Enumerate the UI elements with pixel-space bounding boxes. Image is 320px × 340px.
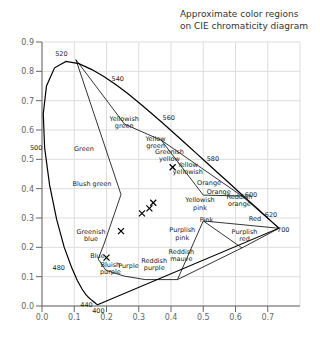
svg-text:Yellowishpink: Yellowishpink bbox=[184, 196, 214, 212]
svg-text:0.5: 0.5 bbox=[21, 155, 34, 164]
svg-text:0.1: 0.1 bbox=[21, 273, 34, 282]
html-text:on CIE chromaticity diagram: on CIE chromaticity diagram bbox=[179, 21, 308, 31]
svg-text:560: 560 bbox=[163, 114, 175, 122]
svg-text:0.6: 0.6 bbox=[21, 126, 34, 135]
html-text:Approximate color regions: Approximate color regions bbox=[179, 9, 299, 19]
svg-text:0.7: 0.7 bbox=[261, 313, 274, 322]
svg-text:540: 540 bbox=[112, 75, 124, 83]
svg-text:Reddishorange: Reddishorange bbox=[226, 193, 252, 209]
svg-text:Orange: Orange bbox=[197, 179, 221, 187]
html-text:yellow: yellow bbox=[159, 155, 180, 164]
svg-text:520: 520 bbox=[55, 50, 67, 58]
svg-text:0.7: 0.7 bbox=[21, 97, 34, 106]
html-text:purple: purple bbox=[99, 268, 121, 277]
svg-text:400: 400 bbox=[92, 307, 105, 316]
svg-text:480: 480 bbox=[53, 264, 65, 272]
svg-text:Greenishblue: Greenishblue bbox=[77, 228, 106, 244]
svg-text:Purplishred: Purplishred bbox=[232, 228, 258, 244]
svg-text:Red: Red bbox=[249, 215, 261, 223]
svg-text:0.0: 0.0 bbox=[21, 302, 34, 311]
svg-text:620: 620 bbox=[265, 211, 277, 219]
svg-text:Yellowyellowish: Yellowyellowish bbox=[173, 161, 203, 177]
svg-text:0.2: 0.2 bbox=[100, 313, 113, 322]
svg-text:Reddishmauve: Reddishmauve bbox=[168, 248, 194, 264]
svg-text:Pink: Pink bbox=[200, 216, 214, 224]
svg-text:0.6: 0.6 bbox=[229, 313, 242, 322]
svg-text:0.9: 0.9 bbox=[21, 38, 34, 47]
svg-text:Green: Green bbox=[74, 145, 94, 153]
svg-text:0.3: 0.3 bbox=[132, 313, 145, 322]
svg-text:0.0: 0.0 bbox=[36, 313, 49, 322]
svg-text:580: 580 bbox=[207, 155, 219, 163]
svg-text:Orange: Orange bbox=[206, 188, 231, 197]
svg-text:0.4: 0.4 bbox=[21, 185, 34, 194]
html-text:Yellow: Yellow bbox=[145, 134, 166, 143]
svg-text:Yellowishgreen: Yellowishgreen bbox=[109, 115, 139, 130]
html-text:Bluish: Bluish bbox=[100, 260, 121, 269]
svg-text:0.1: 0.1 bbox=[68, 313, 81, 322]
html-text:Greenish: Greenish bbox=[154, 147, 184, 156]
svg-text:0.8: 0.8 bbox=[21, 67, 34, 76]
svg-text:500: 500 bbox=[30, 144, 42, 152]
html-text:green: green bbox=[146, 142, 165, 151]
svg-text:440: 440 bbox=[80, 301, 92, 309]
svg-text:0.4: 0.4 bbox=[165, 313, 178, 322]
svg-text:0.2: 0.2 bbox=[21, 243, 34, 252]
svg-text:700: 700 bbox=[277, 226, 289, 234]
svg-text:Blush green: Blush green bbox=[73, 180, 112, 188]
svg-text:Purple: Purple bbox=[118, 262, 139, 270]
svg-text:Purplishpink: Purplishpink bbox=[169, 226, 195, 242]
svg-text:Reddishpurple: Reddishpurple bbox=[141, 257, 167, 273]
svg-text:Blue: Blue bbox=[90, 252, 104, 260]
svg-text:0.5: 0.5 bbox=[197, 313, 210, 322]
svg-text:0.3: 0.3 bbox=[21, 214, 34, 223]
